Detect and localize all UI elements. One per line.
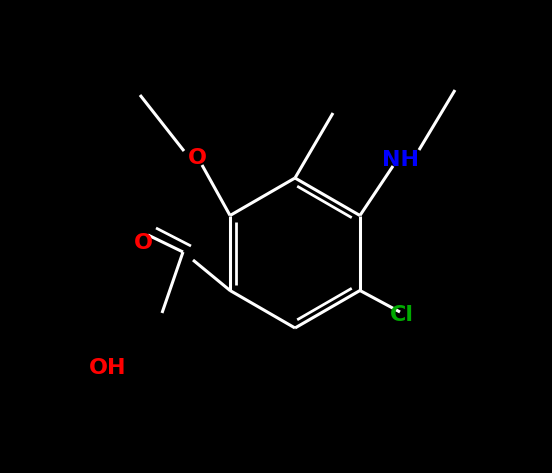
Text: O: O (188, 148, 206, 168)
Text: NH: NH (381, 150, 418, 170)
Text: O: O (134, 233, 152, 253)
Text: Cl: Cl (390, 305, 414, 325)
Text: OH: OH (89, 358, 127, 378)
